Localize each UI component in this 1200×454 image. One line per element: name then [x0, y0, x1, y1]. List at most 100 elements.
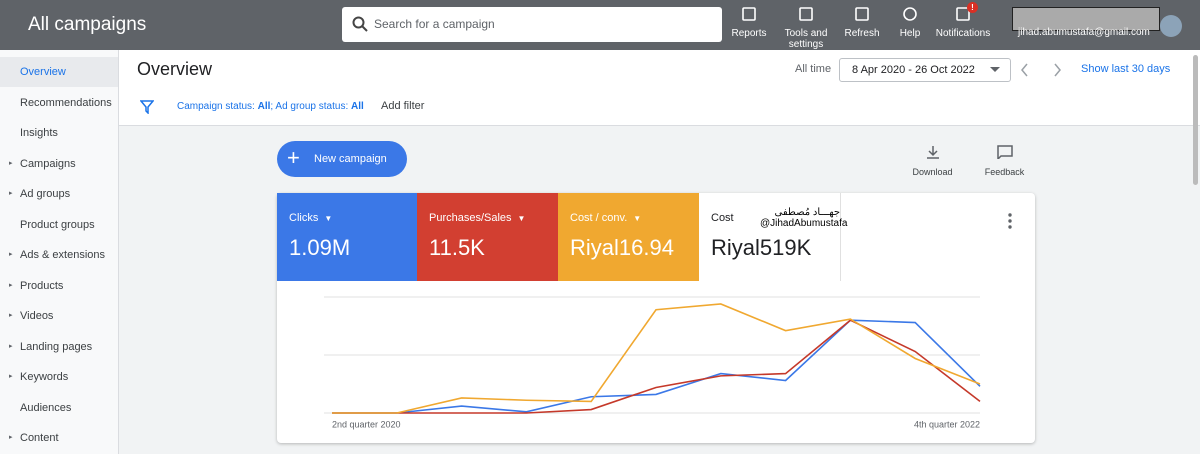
- filter-label: Ad group status:: [275, 101, 349, 112]
- tool-label: Notifications: [935, 28, 991, 39]
- nav-item[interactable]: Audiences: [0, 393, 118, 423]
- date-nav[interactable]: [1019, 62, 1069, 78]
- expand-caret: ▸: [9, 251, 13, 258]
- nav-label: Landing pages: [20, 340, 93, 353]
- x-tick-label: 2nd quarter 2020: [332, 419, 401, 429]
- icon-shape: [799, 7, 813, 21]
- tool-icon: [799, 7, 813, 21]
- nav-item[interactable]: ▸ Campaigns: [0, 149, 118, 179]
- sidebar: Overview Recommendations Insights ▸ Campaign…: [0, 50, 119, 454]
- tool-label: Refresh: [844, 28, 880, 39]
- search-box[interactable]: Search for a campaign: [342, 7, 722, 42]
- nav-label: Product groups: [20, 218, 95, 231]
- expand-caret: ▸: [9, 312, 13, 319]
- overview-header: Overview All time 8 Apr 2020 - 26 Oct 20…: [119, 50, 1200, 91]
- new-campaign-button[interactable]: + New campaign: [277, 141, 407, 177]
- nav-item[interactable]: Product groups: [0, 210, 118, 240]
- icon-shape: [956, 7, 970, 21]
- tool-label: Tools and settings: [784, 28, 828, 50]
- scorecard[interactable]: Clicks ▼ 1.09M: [277, 193, 418, 281]
- nav-item[interactable]: ▸ Ad groups: [0, 179, 118, 209]
- watermark-handle: @JihadAbumustafa: [760, 218, 848, 229]
- scorecard-value: Riyal16.94: [570, 235, 674, 260]
- nav-item[interactable]: Insights: [0, 118, 118, 148]
- account-email: jihad.abumustafa@gmail.com: [1018, 27, 1150, 38]
- filter-text[interactable]: Campaign status: All; Ad group status: A…: [177, 101, 364, 112]
- feedback-icon: [996, 145, 1013, 161]
- scorecard-label: Cost: [711, 212, 734, 224]
- scrollbar: [1193, 55, 1198, 185]
- scorecard-name: Cost: [711, 212, 734, 224]
- nav-item[interactable]: ▸ Videos: [0, 301, 118, 331]
- watermark: جهـــاد مُصطفى @JihadAbumustafa: [760, 207, 848, 229]
- scorecard[interactable]: Cost / conv. ▼ Riyal16.94: [558, 193, 699, 281]
- line-chart: 2nd quarter 2020 4th quarter 2022: [324, 296, 981, 429]
- tool-icon: [855, 7, 869, 21]
- icon-shape: [903, 7, 917, 21]
- add-filter[interactable]: Add filter: [381, 100, 425, 112]
- dropdown-arrow: ▼: [324, 214, 333, 223]
- plus-icon: +: [287, 145, 300, 170]
- nav-item[interactable]: ▸ Keywords: [0, 362, 118, 392]
- overview-title: Overview: [137, 59, 213, 79]
- toolbar-button[interactable]: Reports: [719, 0, 779, 50]
- scorecard[interactable]: Cost Riyal519K: [699, 193, 841, 281]
- watermark-name: جهـــاد مُصطفى: [774, 207, 840, 218]
- nav-label: Content: [20, 432, 59, 444]
- tool-icon: [956, 7, 970, 21]
- tool-label: Reports: [731, 28, 767, 39]
- download-icon: [926, 146, 939, 159]
- filter-label: Campaign status:: [177, 101, 255, 112]
- scorecard-name: Purchases/Sales: [429, 212, 512, 224]
- tool-icon: [903, 7, 917, 21]
- nav-item[interactable]: ▸ Ads & extensions: [0, 240, 118, 270]
- nav-label: Products: [20, 279, 64, 292]
- expand-caret: ▸: [9, 434, 13, 441]
- icon-shape: [855, 7, 869, 21]
- nav-item[interactable]: Overview: [0, 57, 118, 87]
- filter-icon[interactable]: [140, 100, 154, 114]
- scorecard-name: Clicks: [289, 212, 319, 224]
- scorecard-value: 11.5K: [429, 235, 485, 260]
- scorecard-label: Cost / conv. ▼: [570, 212, 641, 224]
- toolbar-button[interactable]: Notifications!: [933, 0, 993, 50]
- nav-item[interactable]: ▸ Landing pages: [0, 332, 118, 362]
- feedback-label: Feedback: [984, 167, 1025, 177]
- expand-caret: ▸: [9, 342, 13, 350]
- feedback-button[interactable]: Feedback: [977, 145, 1032, 177]
- nav-item[interactable]: ▸ Content: [0, 423, 118, 453]
- icon-shape: [742, 7, 756, 21]
- dropdown-arrow: ▼: [633, 214, 642, 223]
- notification-badge: !: [967, 2, 978, 13]
- nav-item[interactable]: Recommendations: [0, 88, 118, 118]
- date-range: 8 Apr 2020 - 26 Oct 2022: [852, 64, 975, 76]
- download-button[interactable]: Download: [905, 145, 960, 177]
- top-bar: All campaigns Search for a campaign jiha…: [0, 0, 1200, 50]
- series-line: [332, 303, 981, 414]
- toolbar-button[interactable]: Tools and settings: [776, 0, 836, 50]
- expand-caret: ▸: [9, 281, 13, 289]
- date-picker[interactable]: 8 Apr 2020 - 26 Oct 2022: [839, 58, 1011, 82]
- expand-caret: ▸: [9, 159, 13, 167]
- scorecard-name: Cost / conv.: [570, 212, 628, 224]
- nav-label: Keywords: [20, 371, 69, 383]
- scorecard[interactable]: Purchases/Sales ▼ 11.5K: [417, 193, 558, 281]
- toolbar-button[interactable]: Help: [880, 0, 940, 50]
- scorecard-value: 1.09M: [289, 235, 351, 260]
- filter-bar: Campaign status: All; Ad group status: A…: [119, 90, 1200, 126]
- toolbar-button[interactable]: Refresh: [832, 0, 892, 50]
- nav-item[interactable]: ▸ Products: [0, 271, 118, 301]
- button-label: New campaign: [314, 153, 387, 165]
- more-menu[interactable]: [1005, 212, 1015, 230]
- nav-label: Overview: [20, 66, 66, 78]
- dropdown-arrow: [990, 67, 1000, 72]
- nav-label: Audiences: [20, 401, 72, 414]
- expand-caret: ▸: [9, 190, 13, 197]
- scorecard-value: Riyal519K: [711, 235, 812, 260]
- nav-label: Ads & extensions: [20, 249, 105, 261]
- avatar[interactable]: [1160, 15, 1182, 37]
- page-title: All campaigns: [28, 14, 147, 35]
- show-last-link[interactable]: Show last 30 days: [1081, 63, 1171, 75]
- search-icon: [352, 16, 368, 32]
- nav-label: Videos: [20, 310, 54, 322]
